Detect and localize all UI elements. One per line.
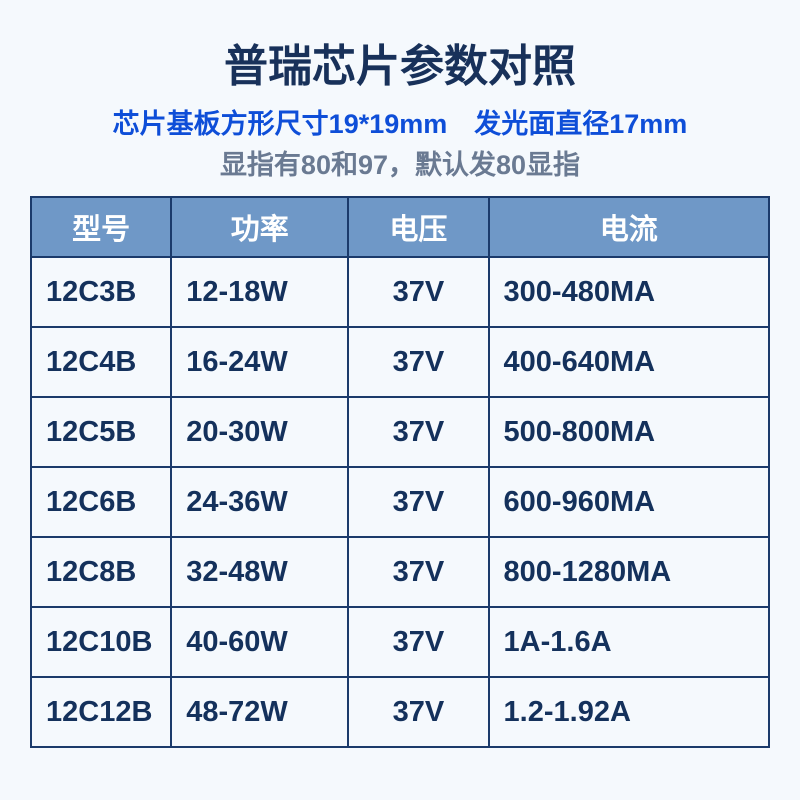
cell-model: 12C4B — [31, 327, 171, 397]
cell-model: 12C6B — [31, 467, 171, 537]
cell-voltage: 37V — [348, 327, 488, 397]
cell-current: 800-1280MA — [489, 537, 769, 607]
cell-current: 1A-1.6A — [489, 607, 769, 677]
table-row: 12C3B 12-18W 37V 300-480MA — [31, 257, 769, 327]
cell-model: 12C10B — [31, 607, 171, 677]
cell-voltage: 37V — [348, 677, 488, 747]
cell-model: 12C8B — [31, 537, 171, 607]
subtitle-dimensions: 芯片基板方形尺寸19*19mm 发光面直径17mm — [30, 102, 770, 141]
page-container: 普瑞芯片参数对照 芯片基板方形尺寸19*19mm 发光面直径17mm 显指有80… — [0, 0, 800, 800]
cell-voltage: 37V — [348, 607, 488, 677]
page-title: 普瑞芯片参数对照 — [30, 30, 770, 94]
spec-table: 型号 功率 电压 电流 12C3B 12-18W 37V 300-480MA 1… — [30, 196, 770, 748]
subtitle-cri: 显指有80和97，默认发80显指 — [30, 143, 770, 182]
col-header-current: 电流 — [489, 197, 769, 257]
cell-current: 500-800MA — [489, 397, 769, 467]
table-row: 12C5B 20-30W 37V 500-800MA — [31, 397, 769, 467]
cell-model: 12C3B — [31, 257, 171, 327]
table-row: 12C8B 32-48W 37V 800-1280MA — [31, 537, 769, 607]
table-row: 12C10B 40-60W 37V 1A-1.6A — [31, 607, 769, 677]
col-header-power: 功率 — [171, 197, 348, 257]
cell-voltage: 37V — [348, 467, 488, 537]
table-row: 12C6B 24-36W 37V 600-960MA — [31, 467, 769, 537]
table-body: 12C3B 12-18W 37V 300-480MA 12C4B 16-24W … — [31, 257, 769, 747]
cell-power: 32-48W — [171, 537, 348, 607]
cell-model: 12C12B — [31, 677, 171, 747]
cell-current: 1.2-1.92A — [489, 677, 769, 747]
cell-current: 400-640MA — [489, 327, 769, 397]
cell-voltage: 37V — [348, 537, 488, 607]
cell-current: 600-960MA — [489, 467, 769, 537]
cell-current: 300-480MA — [489, 257, 769, 327]
cell-power: 40-60W — [171, 607, 348, 677]
cell-voltage: 37V — [348, 397, 488, 467]
col-header-model: 型号 — [31, 197, 171, 257]
cell-power: 12-18W — [171, 257, 348, 327]
cell-power: 16-24W — [171, 327, 348, 397]
table-row: 12C12B 48-72W 37V 1.2-1.92A — [31, 677, 769, 747]
table-row: 12C4B 16-24W 37V 400-640MA — [31, 327, 769, 397]
cell-power: 24-36W — [171, 467, 348, 537]
cell-power: 48-72W — [171, 677, 348, 747]
cell-power: 20-30W — [171, 397, 348, 467]
cell-model: 12C5B — [31, 397, 171, 467]
table-header-row: 型号 功率 电压 电流 — [31, 197, 769, 257]
cell-voltage: 37V — [348, 257, 488, 327]
col-header-voltage: 电压 — [348, 197, 488, 257]
